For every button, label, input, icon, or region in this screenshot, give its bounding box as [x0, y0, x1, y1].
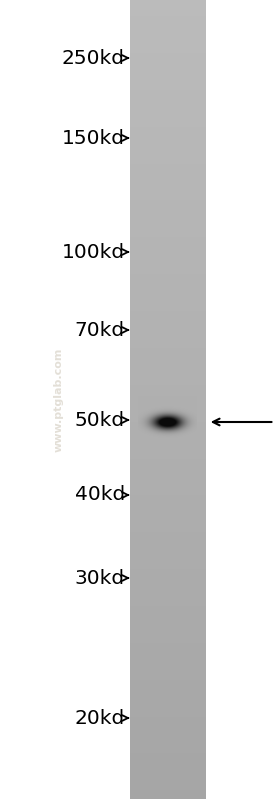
Text: 70kd: 70kd [75, 320, 128, 340]
Text: 30kd: 30kd [75, 569, 128, 587]
Text: 50kd: 50kd [75, 411, 128, 430]
Text: 250kd: 250kd [62, 49, 128, 67]
Text: 100kd: 100kd [62, 243, 128, 261]
Text: 150kd: 150kd [62, 129, 128, 148]
Text: www.ptglab.com: www.ptglab.com [53, 348, 64, 452]
Text: 40kd: 40kd [75, 486, 128, 504]
Text: 20kd: 20kd [75, 709, 128, 728]
